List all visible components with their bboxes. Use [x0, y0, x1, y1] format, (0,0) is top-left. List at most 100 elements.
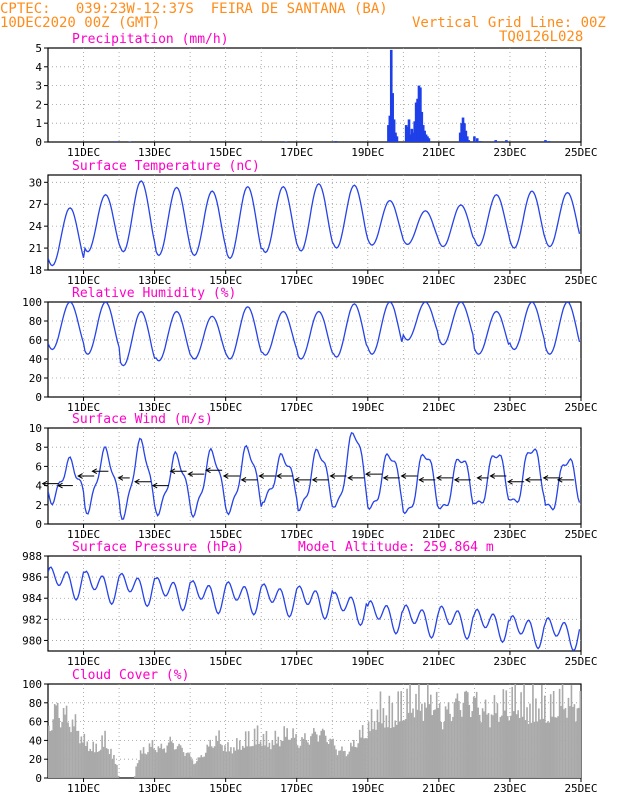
cloud-bar	[326, 742, 328, 778]
panel-title: Cloud Cover (%)	[72, 668, 189, 683]
cloud-bar	[446, 709, 448, 778]
cloud-bar	[406, 688, 408, 778]
panel-title: Surface Temperature (nC)	[72, 159, 260, 174]
cloud-bar	[295, 733, 297, 778]
precip-bar	[421, 125, 425, 142]
series-line-rh	[48, 302, 581, 367]
cloud-bar	[487, 713, 490, 778]
precip-bar	[464, 130, 468, 142]
cloud-bar	[486, 714, 488, 778]
cloud-bar	[413, 717, 416, 778]
cloud-bar	[298, 747, 300, 778]
cloud-bar	[412, 708, 414, 778]
cloud-bar	[58, 718, 60, 778]
wind-arrowhead	[453, 477, 460, 483]
panel-precip: 0 1 2 3 4 5 11DEC 13DEC 15DEC 17DEC 19DEC 21DEC 23DE…	[35, 32, 597, 159]
panel-title: Surface Wind (m/s)	[72, 412, 213, 427]
cloud-bar	[199, 757, 201, 778]
cloud-bar	[178, 743, 180, 778]
cloud-bar	[387, 727, 389, 778]
cloud-bar	[213, 746, 216, 778]
precip-bar	[463, 123, 466, 142]
cloud-bar	[367, 721, 370, 778]
cloud-bar	[194, 763, 197, 778]
wind-arrowhead	[169, 468, 176, 475]
y-tick-label: 988	[22, 550, 42, 563]
cloud-bar	[350, 742, 352, 778]
y-tick-label: 1	[35, 117, 42, 130]
cloud-bar	[475, 691, 478, 778]
precip-bar	[413, 121, 417, 142]
plot-frame	[47, 301, 582, 398]
plot-frame	[47, 555, 582, 652]
cloud-bar	[203, 756, 206, 778]
wind-arrowhead	[418, 477, 424, 483]
cloud-bar	[464, 691, 466, 778]
y-tick-label: 80	[29, 315, 42, 328]
cloud-bar	[455, 698, 457, 778]
cloud-bar	[231, 753, 234, 778]
precip-bar	[475, 138, 479, 142]
cloud-bar	[238, 740, 241, 778]
x-tick-label: 25DEC	[564, 146, 597, 159]
cloud-bar	[563, 709, 565, 778]
cloud-bar	[381, 723, 383, 778]
cloud-bar	[341, 746, 343, 778]
x-tick-label: 19DEC	[351, 401, 384, 414]
cloud-bar	[225, 751, 228, 778]
x-tick-label: 19DEC	[351, 146, 384, 159]
cloud-bar	[200, 755, 203, 778]
cloud-bar	[219, 743, 222, 778]
cloud-bar	[207, 746, 210, 778]
cloud-bar	[102, 746, 105, 778]
cloud-bar	[477, 707, 479, 778]
cloud-bar	[561, 684, 564, 778]
x-tick-label: 21DEC	[422, 655, 455, 668]
cloud-bar	[495, 713, 497, 778]
x-tick-label: 15DEC	[209, 401, 242, 414]
cloud-bar	[361, 725, 364, 778]
x-tick-label: 17DEC	[280, 401, 313, 414]
x-tick-label: 21DEC	[422, 782, 455, 795]
cloud-bar	[508, 720, 511, 778]
cloud-bar	[478, 714, 481, 778]
cloud-bar	[360, 737, 362, 778]
wind-arrowhead	[222, 473, 229, 479]
precip-bar	[419, 87, 422, 142]
cloud-bar	[566, 717, 568, 778]
cloud-bar	[358, 729, 361, 778]
precip-bar	[284, 141, 288, 142]
cloud-bar	[188, 753, 191, 778]
cloud-bar	[572, 706, 574, 778]
x-tick-label: 25DEC	[564, 782, 597, 795]
x-tick-label: 21DEC	[422, 146, 455, 159]
cloud-bar	[403, 720, 405, 778]
wind-arrowhead	[117, 475, 124, 481]
cloud-bar	[461, 716, 463, 778]
wind-arrowhead	[134, 478, 140, 485]
precip-bar	[460, 123, 463, 142]
cloud-bar	[191, 760, 194, 778]
cloud-bar	[429, 694, 432, 778]
precip-bar	[478, 141, 482, 142]
cloud-bar	[230, 747, 232, 778]
cloud-bar	[314, 731, 317, 778]
precip-bar	[505, 140, 508, 142]
x-tick-label: 17DEC	[280, 528, 313, 541]
cloud-bar	[366, 738, 368, 778]
cloud-bar	[197, 757, 200, 778]
cloud-bar	[493, 695, 496, 778]
series-line-temp	[48, 180, 581, 267]
cloud-bar	[278, 746, 281, 778]
y-tick-label: 20	[29, 753, 42, 766]
cloud-bar	[551, 716, 553, 778]
wind-arrowhead	[489, 473, 496, 479]
panel-temp: 18 21 24 27 30 11DEC 13DEC 15DEC 17DEC 19DEC 21DEC…	[29, 159, 598, 287]
cloud-bar	[449, 713, 451, 778]
cloud-bar	[193, 764, 195, 778]
cloud-bar	[62, 707, 65, 778]
precip-bar	[465, 136, 469, 142]
cloud-bar	[206, 744, 209, 778]
cloud-bar	[142, 747, 145, 778]
cloud-bar	[432, 710, 435, 778]
